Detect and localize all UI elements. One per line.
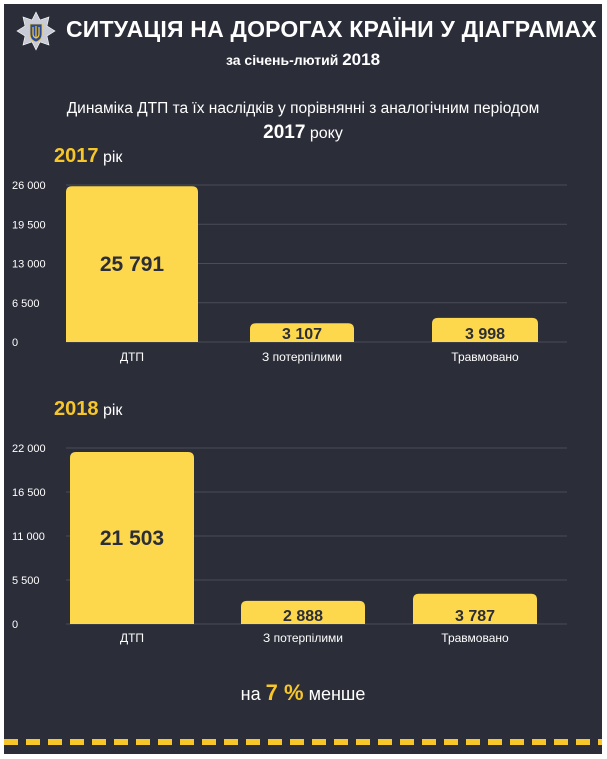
bar-value-label-2017-1: 25 791 xyxy=(100,253,165,276)
y-tick-label-2018: 22 000 xyxy=(12,443,46,455)
bar-2017-1 xyxy=(66,186,198,342)
police-trident-badge-icon xyxy=(16,11,56,51)
bar-2017-3 xyxy=(432,317,538,342)
y-tick-label-2017: 26 000 xyxy=(12,180,46,192)
chart-2017-year: 2017 xyxy=(54,145,99,167)
summary-prefix: на xyxy=(240,684,261,704)
y-tick-label-2018: 16 500 xyxy=(12,487,46,499)
period-prefix: за січень-лютий xyxy=(225,52,339,68)
chart-2017-unit: рік xyxy=(102,149,123,166)
bar-value-label-2018-1: 21 503 xyxy=(100,527,164,550)
summary-percent: 7 % xyxy=(265,680,304,705)
bar-chart-2017: 0 6 500 13 000 19 500 26 000 25 791 ДТП 3 107 З … xyxy=(12,180,567,364)
chart-2017-heading: 2017 рік xyxy=(54,145,122,168)
subtitle-year-line: 2017 року xyxy=(4,122,602,144)
summary-suffix: менше xyxy=(308,684,366,704)
summary-text: на 7 % менше xyxy=(4,680,602,706)
y-tick-label-2017: 6 500 xyxy=(12,298,40,310)
bar-2018-1 xyxy=(70,451,194,624)
y-tick-label-2018: 5 500 xyxy=(12,575,40,587)
period-year: 2018 xyxy=(342,50,381,69)
y-tick-label-2017: 0 xyxy=(12,337,18,349)
subtitle-line: Динаміка ДТП та їх наслідків у порівнянн… xyxy=(66,100,540,117)
y-tick-label-2018: 0 xyxy=(12,619,18,631)
category-label-2018-2: З потерпілими xyxy=(263,631,343,645)
y-tick-label-2018: 11 000 xyxy=(12,531,45,543)
chart-2018-unit: рік xyxy=(102,402,123,419)
bar-chart-2018: 0 5 500 11 000 16 500 22 000 21 503 ДТП 2 888 З … xyxy=(12,443,567,645)
chart-2018-heading: 2018 рік xyxy=(54,398,122,421)
category-label-2017-1: ДТП xyxy=(120,350,144,364)
category-label-2018-1: ДТП xyxy=(120,631,144,645)
main-title: СИТУАЦІЯ НА ДОРОГАХ КРАЇНИ У ДІАГРАМАХ xyxy=(66,16,597,42)
y-tick-label-2017: 13 000 xyxy=(12,259,46,271)
category-label-2017-3: Травмовано xyxy=(451,350,519,364)
bar-2018-2 xyxy=(241,600,365,624)
bar-value-label-2017-2: 3 107 xyxy=(282,326,322,343)
road-marking-stripe xyxy=(4,739,602,745)
bar-value-label-2018-3: 3 787 xyxy=(455,608,495,625)
chart-2018-year: 2018 xyxy=(54,398,99,420)
bar-value-label-2017-3: 3 998 xyxy=(465,326,505,343)
bar-value-label-2018-2: 2 888 xyxy=(283,608,323,625)
y-tick-label-2017: 19 500 xyxy=(12,219,46,231)
category-label-2018-3: Травмовано xyxy=(441,631,509,645)
subtitle-year: 2017 xyxy=(263,122,306,143)
infographic-panel: СИТУАЦІЯ НА ДОРОГАХ КРАЇНИ У ДІАГРАМАХ з… xyxy=(4,4,602,754)
period-line: за січень-лютий 2018 xyxy=(4,50,602,70)
bar-2017-2 xyxy=(250,323,354,342)
bar-2018-3 xyxy=(413,593,537,624)
subtitle-suffix: року xyxy=(309,125,343,142)
category-label-2017-2: З потерпілими xyxy=(262,350,342,364)
